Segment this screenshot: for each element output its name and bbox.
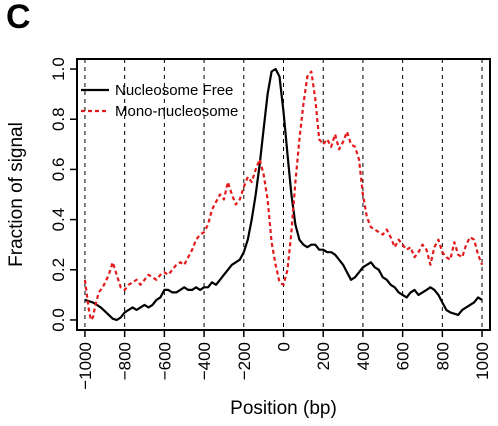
x-tick-label-1000: 1000 (473, 342, 492, 380)
legend-label-nucleosome-free: Nucleosome Free (115, 82, 233, 99)
x-tick-label-200: 200 (314, 342, 333, 370)
y-tick-label-0-2: 0.2 (49, 258, 68, 282)
y-tick-label-1: 1.0 (49, 57, 68, 81)
y-axis: 0.0 0.2 0.4 0.6 0.8 1.0 (49, 57, 77, 332)
x-tick-label-200: −200 (235, 342, 254, 380)
series-layer (83, 67, 484, 322)
legend: Nucleosome Free Mono-nucleosome (81, 82, 238, 120)
y-tick-label-0-8: 0.8 (49, 107, 68, 131)
gridlines (84, 59, 483, 330)
y-tick-label-0-4: 0.4 (49, 208, 68, 232)
x-tick-label-0: 0 (275, 342, 294, 351)
x-axis: −1000 −800 −600 −400 −200 0 200 400 600 800 1000 (76, 330, 492, 390)
x-tick-label-800: −800 (116, 342, 135, 380)
y-tick-label-0-6: 0.6 (49, 158, 68, 182)
x-tick-label-1000: −1000 (76, 342, 95, 390)
series-line-mono-nucleosome (83, 70, 484, 322)
x-tick-label-400: −400 (195, 342, 214, 380)
panel-label: C (6, 0, 31, 36)
x-tick-label-800: 800 (433, 342, 452, 370)
x-axis-title: Position (bp) (230, 398, 337, 419)
x-tick-label-600: −600 (155, 342, 174, 380)
series-line-nucleosome-free (84, 67, 483, 322)
x-tick-label-600: 600 (394, 342, 413, 370)
y-tick-label-0: 0.0 (49, 308, 68, 332)
legend-label-mono-nucleosome: Mono-nucleosome (115, 103, 238, 120)
y-axis-title: Fraction of signal (6, 122, 27, 267)
x-tick-label-400: 400 (354, 342, 373, 370)
